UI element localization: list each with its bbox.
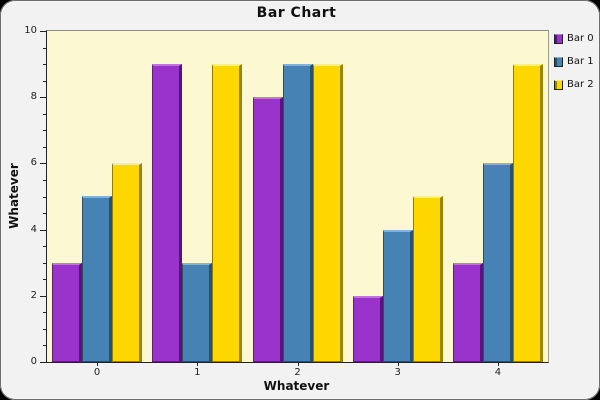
- y-axis: 0 2 4 6 8 10: [0, 25, 46, 367]
- chart-title: Bar Chart: [256, 5, 337, 21]
- legend-item-bar-0: Bar 0: [554, 27, 594, 50]
- bar-bar-2-cat-2: [312, 64, 343, 362]
- y-axis-tick-label: 4: [30, 223, 37, 235]
- bar-bar-2-cat-4: [512, 64, 543, 362]
- legend-swatch-icon: [554, 56, 563, 67]
- x-axis-tick-label: 3: [394, 367, 401, 378]
- y-axis-tick: [43, 213, 46, 215]
- y-axis-tick: [43, 64, 46, 66]
- x-axis-tick: [397, 362, 399, 366]
- y-axis-tick: [43, 345, 46, 347]
- y-axis-tick: [40, 295, 46, 297]
- x-axis-tick-label: 2: [294, 367, 301, 378]
- y-axis-tick: [43, 146, 46, 148]
- plot-area: [46, 30, 549, 363]
- y-axis-tick-label: 8: [30, 91, 37, 103]
- bar-bar-0-cat-4: [452, 263, 483, 362]
- x-axis-tick: [297, 362, 299, 366]
- legend: Bar 0 Bar 1 Bar 2: [554, 27, 594, 96]
- bar-bar-1-cat-1: [182, 263, 213, 362]
- bar-bar-1-cat-4: [482, 163, 513, 362]
- x-axis-tick-label: 1: [194, 367, 201, 378]
- y-axis-tick: [40, 31, 46, 32]
- legend-label: Bar 2: [567, 79, 594, 90]
- y-axis-tick: [40, 97, 46, 99]
- bar-bar-2-cat-1: [212, 64, 243, 362]
- x-axis-tick-label: 0: [93, 367, 101, 378]
- y-axis-tick: [43, 130, 46, 132]
- x-axis: 0 1 2 3 4: [47, 362, 548, 380]
- bar-bar-2-cat-3: [412, 196, 443, 362]
- bar-bar-0-cat-0: [52, 263, 83, 362]
- legend-label: Bar 1: [567, 56, 594, 67]
- y-axis-tick: [43, 312, 46, 314]
- bar-bar-1-cat-2: [282, 64, 313, 362]
- y-axis-tick: [43, 113, 46, 115]
- bar-bar-1-cat-0: [82, 196, 113, 362]
- bar-bar-0-cat-1: [152, 64, 183, 362]
- x-axis-tick: [97, 362, 99, 366]
- legend-label: Bar 0: [567, 33, 594, 44]
- legend-item-bar-2: Bar 2: [554, 73, 594, 96]
- bar-bar-0-cat-3: [352, 296, 383, 362]
- bar-bar-1-cat-3: [382, 230, 413, 362]
- y-axis-tick: [43, 47, 46, 49]
- x-axis-tick-label: 4: [494, 367, 502, 378]
- y-axis-tick: [40, 229, 46, 231]
- y-axis-tick: [43, 246, 46, 248]
- y-axis-tick: [40, 362, 46, 363]
- y-axis-tick: [43, 279, 46, 281]
- y-axis-tick-label: 2: [30, 289, 37, 301]
- legend-swatch-icon: [554, 33, 563, 44]
- y-axis-tick: [40, 163, 46, 165]
- y-axis-tick: [43, 179, 46, 181]
- y-axis-tick-label: 10: [24, 25, 37, 36]
- y-axis-tick-label: 0: [30, 356, 37, 367]
- x-axis-tick: [197, 362, 199, 366]
- y-axis-tick: [43, 196, 46, 198]
- bar-bar-0-cat-2: [252, 97, 283, 362]
- y-axis-tick: [43, 80, 46, 82]
- y-axis-tick: [43, 328, 46, 330]
- legend-item-bar-1: Bar 1: [554, 50, 594, 73]
- x-axis-tick: [497, 362, 499, 366]
- y-axis-tick-label: 6: [30, 157, 37, 169]
- legend-swatch-icon: [554, 79, 563, 90]
- bar-bar-2-cat-0: [112, 163, 143, 362]
- x-axis-title: Whatever: [263, 379, 330, 393]
- y-axis-tick: [43, 262, 46, 264]
